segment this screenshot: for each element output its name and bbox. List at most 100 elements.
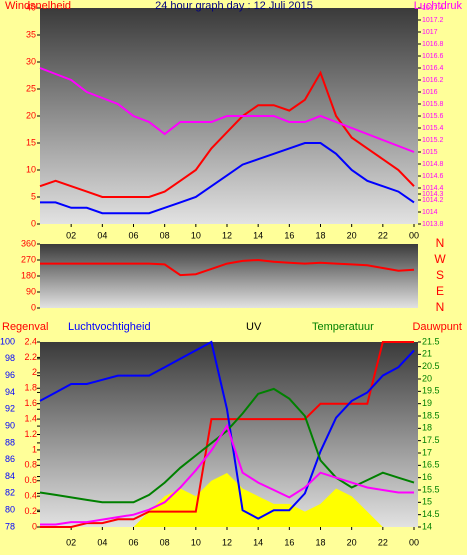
y2-tick-label: 21 [422,349,432,359]
y3-tick-label: 86 [5,454,15,464]
y2-tick-label: 1014.8 [422,161,444,168]
plot-area [40,244,418,308]
y2-tick-label: 1015.8 [422,101,444,108]
y2-tick-label: 1016.4 [422,65,444,72]
y2-tick-label: 14.5 [422,509,440,519]
compass-label: N [436,236,445,250]
x-tick-label: 12 [222,537,232,547]
y-tick-label: 1.2 [24,429,37,439]
y2-tick-label: 20.5 [422,361,440,371]
compass-label: S [436,268,444,282]
y2-tick-label: 1016.6 [422,53,444,60]
y-tick-label: 90 [26,286,36,296]
y2-tick-label: 1017.4 [422,5,444,12]
y2-tick-label: 16 [422,472,432,482]
y2-tick-label: 18 [422,423,432,433]
y2-tick-label: 19 [422,398,432,408]
x-tick-label: 14 [253,537,263,547]
y3-tick-label: 80 [5,505,15,515]
y3-tick-label: 78 [5,521,15,531]
y2-tick-label: 20 [422,373,432,383]
x-tick-label: 18 [315,230,325,240]
y-tick-label: 0.8 [24,460,37,470]
y2-tick-label: 1015.2 [422,137,444,144]
y2-tick-label: 1016.8 [422,41,444,48]
y-tick-label: 5 [31,191,36,201]
y-tick-label: 40 [26,2,36,12]
x-tick-label: 12 [222,230,232,240]
y-tick-label: 20 [26,110,36,120]
y-tick-label: 0 [31,218,36,228]
y-tick-label: 35 [26,29,36,39]
y-tick-label: 1.6 [24,398,37,408]
y2-tick-label: 1013.8 [422,221,444,228]
y2-tick-label: 1017 [422,29,438,36]
x-tick-label: 16 [284,230,294,240]
line [40,341,414,528]
y2-tick-label: 1015 [422,149,438,156]
y2-tick-label: 1017.2 [422,17,444,24]
x-tick-label: 20 [347,230,357,240]
y-tick-label: 15 [26,137,36,147]
line [40,258,415,277]
x-tick-label: 18 [315,537,325,547]
y-tick-label: 0 [32,521,37,531]
y2-tick-label: 17.5 [422,435,440,445]
compass-label: W [434,252,446,266]
chart-title: 24 hour graph day : 12 Juli 2015 [155,0,313,12]
x-tick-label: 08 [160,537,170,547]
y3-tick-label: 84 [5,471,15,481]
y3-tick-label: 96 [5,370,15,380]
y2-tick-label: 1015.6 [422,113,444,120]
x-tick-label: 10 [191,537,201,547]
y-tick-label: 270 [21,254,36,264]
y-tick-label: 2 [32,367,37,377]
x-tick-label: 06 [128,537,138,547]
line [39,387,415,504]
y-tick-label: 25 [26,83,36,93]
y2-tick-label: 21.5 [422,336,440,346]
line [39,67,415,153]
y3-tick-label: 98 [5,353,15,363]
compass-label: E [436,284,444,298]
y2-tick-label: 18.5 [422,410,440,420]
x-tick-label: 00 [409,537,419,547]
y2-tick-label: 1015.4 [422,125,444,132]
legend-entry: UV [246,321,262,333]
x-tick-label: 08 [160,230,170,240]
line [40,142,415,215]
y2-tick-label: 1014.6 [422,173,444,180]
x-tick-label: 16 [284,537,294,547]
y-tick-label: 0.2 [24,506,37,516]
y2-tick-label: 16.5 [422,460,440,470]
x-tick-label: 10 [191,230,201,240]
y2-tick-label: 1016.2 [422,77,444,84]
y-tick-label: 0 [31,302,36,312]
area [40,473,414,527]
y-tick-label: 180 [21,270,36,280]
line [40,423,414,526]
y-tick-label: 2.4 [24,336,37,346]
y-tick-label: 1 [32,444,37,454]
x-tick-label: 20 [347,537,357,547]
y2-tick-label: 1014 [422,209,438,216]
y3-tick-label: 92 [5,404,15,414]
y-axis-label: Windsnelheid [5,0,71,12]
y3-tick-label: 100 [0,336,15,346]
legend-entry: Regenval [2,321,48,333]
x-tick-label: 02 [66,230,76,240]
y-tick-label: 10 [26,164,36,174]
y3-tick-label: 94 [5,387,15,397]
x-tick-label: 22 [378,537,388,547]
y-tick-label: 30 [26,56,36,66]
y2-tick-label: 1014.3 [422,191,444,198]
legend-entry: Luchtvochtigheid [68,321,151,333]
x-tick-label: 04 [97,230,107,240]
y2-tick-label: 15 [422,497,432,507]
y-tick-label: 360 [21,238,36,248]
x-tick-label: 02 [66,537,76,547]
y2-tick-label: 17 [422,447,432,457]
y3-tick-label: 88 [5,437,15,447]
x-tick-label: 04 [97,537,107,547]
